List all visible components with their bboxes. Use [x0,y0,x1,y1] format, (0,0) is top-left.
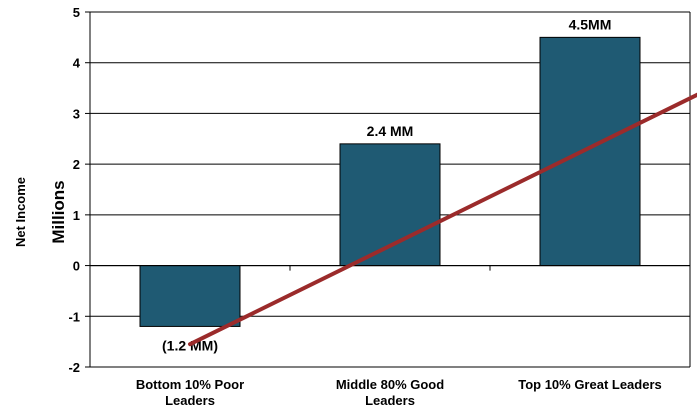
x-category-label-line: Leaders [365,393,415,408]
y-tick-label: 2 [73,157,80,172]
y-tick-label: -1 [68,309,80,324]
y-tick-label: 1 [73,208,80,223]
x-category-label: Bottom 10% Poor Leaders [136,377,244,408]
trend-arrow [188,92,697,347]
x-category-label-line: Leaders [165,393,215,408]
data-label: 2.4 MM [367,123,414,139]
x-category-label-line: Top 10% Great Leaders [518,377,662,392]
axes [89,12,691,367]
x-category-label-line: Middle 80% Good [336,377,444,392]
x-category-label: Top 10% Great Leaders [518,377,662,392]
x-category-label: Middle 80% Good Leaders [336,377,444,408]
y-tick-label: 4 [73,56,81,71]
bar [539,36,641,267]
y-tick-label: 5 [73,5,80,20]
y-axis-label: Net Income [13,177,28,247]
y-tick-label: 3 [73,106,80,121]
y-axis-unit-label: Millions [49,180,68,243]
x-category-label-line: Bottom 10% Poor [136,377,244,392]
bars [139,36,641,327]
y-tick-label: -2 [68,360,80,375]
data-label: 4.5MM [569,16,612,32]
y-ticks: -2 -1 0 1 2 3 4 5 [68,5,90,375]
y-tick-label: 0 [73,259,80,274]
bar [139,265,241,327]
trend-arrow-shaft [188,92,697,347]
